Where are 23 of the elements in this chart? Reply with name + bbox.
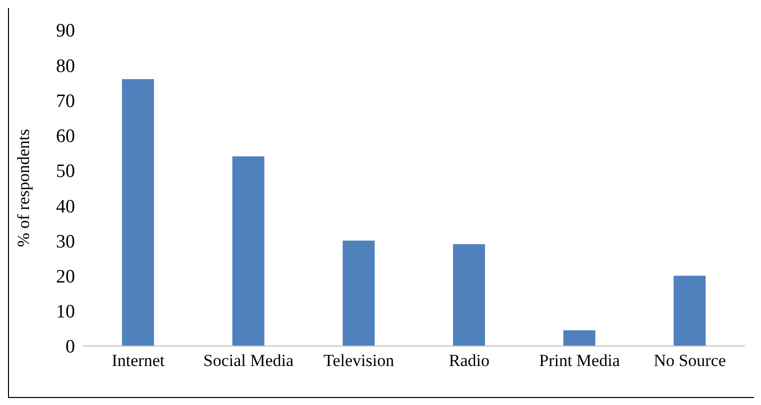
x-tick-label: No Source [654,351,726,370]
x-tick-label: Social Media [203,351,294,370]
bar [453,244,485,346]
bar [342,240,375,346]
y-tick-label: 80 [56,56,75,77]
bar [563,330,596,346]
y-tick-label: 20 [56,266,75,288]
y-tick-label: 10 [56,302,75,323]
y-tick-label: 70 [56,90,75,112]
y-tick-label: 30 [56,231,75,252]
bar [122,79,154,346]
y-tick-label: 50 [56,161,75,182]
bar [232,156,264,346]
x-tick-label: Print Media [539,351,620,370]
y-axis-title: % of respondents [14,128,34,248]
y-tick-label: 40 [56,196,75,218]
x-tick-label: Internet [112,351,165,370]
y-tick-label: 0 [66,336,75,358]
x-tick-label: Radio [448,351,490,370]
y-tick-label: 90 [56,20,75,42]
bar [674,276,706,346]
x-tick-label: Television [324,351,395,370]
y-tick-label: 60 [56,126,75,148]
